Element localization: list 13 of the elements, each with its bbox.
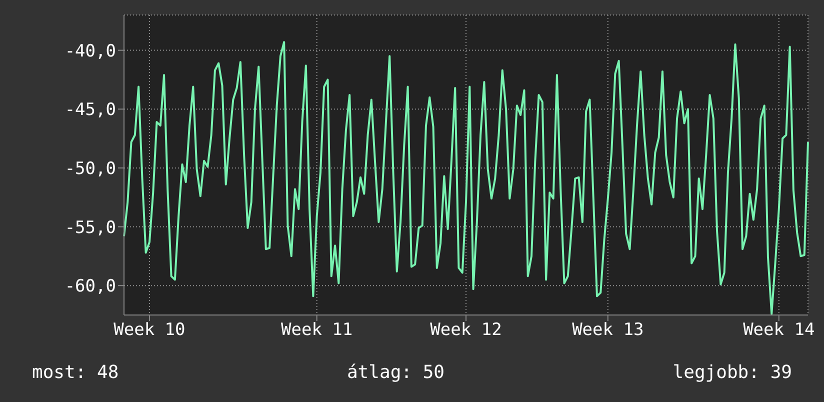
y-tick-label: -50,0 [64, 158, 116, 179]
x-tick-label: Week 13 [572, 320, 644, 340]
x-tick-label: Week 14 [743, 320, 815, 340]
y-tick-label: -60,0 [64, 276, 116, 297]
y-tick-label: -45,0 [64, 100, 116, 120]
text: legjobb: 39 [672, 362, 792, 383]
x-tick-label: Week 10 [114, 320, 186, 340]
x-tick-label: Week 12 [430, 320, 502, 340]
x-tick-label: Week 11 [281, 320, 353, 340]
text: átlag: 50 [346, 362, 445, 383]
y-tick-label: -40,0 [64, 41, 116, 62]
text: most: 48 [32, 362, 119, 383]
y-tick-label: -55,0 [64, 218, 116, 238]
